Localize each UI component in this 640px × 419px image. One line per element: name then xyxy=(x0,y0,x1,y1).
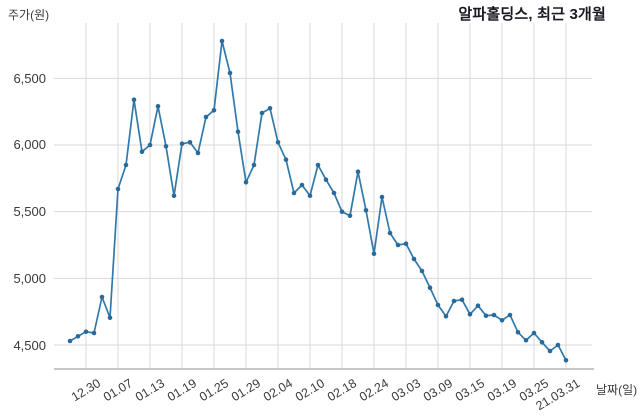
data-point-marker xyxy=(147,142,153,148)
data-point-marker xyxy=(299,182,305,188)
data-point-marker xyxy=(91,330,97,336)
y-tick-label: 5,000 xyxy=(13,270,46,286)
data-point-marker xyxy=(451,298,457,304)
data-point-marker xyxy=(163,144,169,149)
data-point-marker xyxy=(115,186,121,192)
data-point-marker xyxy=(403,241,409,246)
data-point-marker xyxy=(259,110,265,116)
data-point-marker xyxy=(475,303,481,309)
data-point-marker xyxy=(107,315,113,321)
data-point-marker xyxy=(203,114,209,120)
data-point-marker xyxy=(523,338,529,343)
data-point-marker xyxy=(435,302,441,308)
data-point-marker xyxy=(363,208,369,213)
y-tick-label: 5,500 xyxy=(13,204,46,220)
data-point-marker xyxy=(347,213,353,218)
data-point-marker xyxy=(187,140,193,145)
data-point-marker xyxy=(507,312,513,318)
y-tick-label: 6,000 xyxy=(13,137,46,153)
data-point-marker xyxy=(219,38,225,44)
data-point-marker xyxy=(315,162,321,168)
chart-title: 알파홀딩스, 최근 3개월 xyxy=(458,6,606,23)
data-point-marker xyxy=(379,194,385,200)
data-point-marker xyxy=(355,169,361,174)
data-point-marker xyxy=(331,190,337,196)
data-point-marker xyxy=(67,338,73,344)
data-point-marker xyxy=(275,140,281,145)
data-point-marker xyxy=(395,242,401,248)
data-point-marker xyxy=(499,318,505,323)
data-point-marker xyxy=(227,70,233,76)
data-point-marker xyxy=(99,294,105,300)
data-point-marker xyxy=(251,162,257,168)
data-point-marker xyxy=(563,358,569,363)
data-point-marker xyxy=(83,329,89,335)
y-tick-label: 6,500 xyxy=(13,70,46,86)
data-point-marker xyxy=(243,180,249,185)
data-point-marker xyxy=(547,348,553,354)
data-point-marker xyxy=(291,190,297,196)
data-point-marker xyxy=(179,141,185,146)
y-tick-label: 4,500 xyxy=(13,337,46,353)
x-axis-title: 날짜(일) xyxy=(596,383,638,397)
y-axis-title: 주가(원) xyxy=(8,8,50,22)
data-point-marker xyxy=(419,268,425,274)
data-point-marker xyxy=(411,256,417,262)
data-point-marker xyxy=(235,129,241,134)
data-point-marker xyxy=(195,150,201,156)
data-point-marker xyxy=(443,314,449,319)
data-point-marker xyxy=(171,193,177,198)
data-point-marker xyxy=(387,230,393,236)
data-point-marker xyxy=(139,149,145,154)
price-line xyxy=(69,40,567,361)
data-point-marker xyxy=(323,177,329,182)
data-point-marker xyxy=(75,334,81,339)
data-point-marker xyxy=(539,340,545,345)
data-point-marker xyxy=(467,312,473,317)
data-point-marker xyxy=(123,162,129,168)
data-point-marker xyxy=(427,285,433,291)
data-point-marker xyxy=(283,157,289,162)
data-point-marker xyxy=(371,251,377,256)
data-point-marker xyxy=(211,108,217,113)
data-point-marker xyxy=(155,104,161,109)
data-point-marker xyxy=(339,209,345,214)
data-point-marker xyxy=(267,106,273,111)
data-point-marker xyxy=(531,330,537,336)
data-point-marker xyxy=(131,97,137,102)
data-point-marker xyxy=(555,342,561,348)
data-point-marker xyxy=(459,297,465,303)
data-point-marker xyxy=(491,312,497,318)
data-point-marker xyxy=(483,313,489,319)
data-point-marker xyxy=(307,193,313,198)
data-point-marker xyxy=(515,330,521,335)
